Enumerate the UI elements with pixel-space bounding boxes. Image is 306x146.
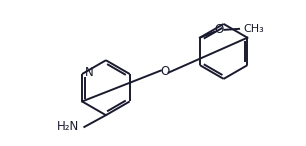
Text: O: O: [160, 65, 170, 78]
Text: CH₃: CH₃: [243, 24, 264, 34]
Text: N: N: [85, 66, 94, 80]
Text: O: O: [215, 23, 224, 36]
Text: H₂N: H₂N: [57, 120, 80, 133]
